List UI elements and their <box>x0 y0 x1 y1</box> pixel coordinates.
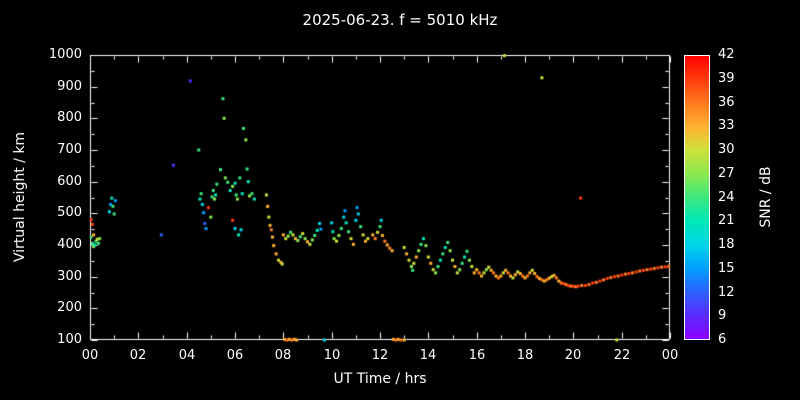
x-tick-label: 02 <box>129 348 147 363</box>
x-tick-label: 14 <box>419 348 437 363</box>
y-tick-label: 200 <box>57 300 82 315</box>
x-tick-label: 04 <box>178 348 196 363</box>
y-tick-label: 600 <box>57 174 82 189</box>
x-axis-label: UT Time / hrs <box>333 371 427 387</box>
x-tick-label: 12 <box>371 348 389 363</box>
x-tick-label: 00 <box>81 348 99 363</box>
chart-title: 2025-06-23. f = 5010 kHz <box>302 11 498 29</box>
x-tick-label: 06 <box>226 348 244 363</box>
x-tick-label: 18 <box>516 348 534 363</box>
x-tick-label: 10 <box>323 348 341 363</box>
colorbar-tick-label: 12 <box>718 285 735 300</box>
x-tick-label: 08 <box>274 348 292 363</box>
x-tick-label: 16 <box>468 348 486 363</box>
colorbar-tick-label: 42 <box>718 47 735 62</box>
y-tick-label: 700 <box>57 142 82 157</box>
x-tick-label: 00 <box>661 348 679 363</box>
y-tick-label: 900 <box>57 79 82 94</box>
colorbar-tick-label: 18 <box>718 237 735 252</box>
x-tick-label: 20 <box>564 348 582 363</box>
colorbar-tick-label: 24 <box>718 190 735 205</box>
colorbar-tick-label: 33 <box>718 118 735 133</box>
colorbar-tick-label: 9 <box>718 308 727 323</box>
colorbar-tick-label: 39 <box>718 71 735 86</box>
colorbar <box>684 55 710 340</box>
colorbar-tick-label: 21 <box>718 213 735 228</box>
y-axis-label: Virtual height / km <box>12 131 28 263</box>
colorbar-tick-label: 15 <box>718 261 735 276</box>
y-tick-label: 1000 <box>48 47 82 62</box>
x-tick-label: 22 <box>613 348 631 363</box>
colorbar-tick-label: 27 <box>718 166 735 181</box>
colorbar-tick-label: 36 <box>718 95 735 110</box>
colorbar-tick-label: 6 <box>718 332 727 347</box>
y-tick-label: 500 <box>57 205 82 220</box>
y-tick-label: 100 <box>57 332 82 347</box>
y-tick-label: 400 <box>57 237 82 252</box>
y-tick-label: 300 <box>57 269 82 284</box>
colorbar-tick-label: 30 <box>718 142 735 157</box>
colorbar-label: SNR / dB <box>758 166 774 228</box>
y-tick-label: 800 <box>57 110 82 125</box>
